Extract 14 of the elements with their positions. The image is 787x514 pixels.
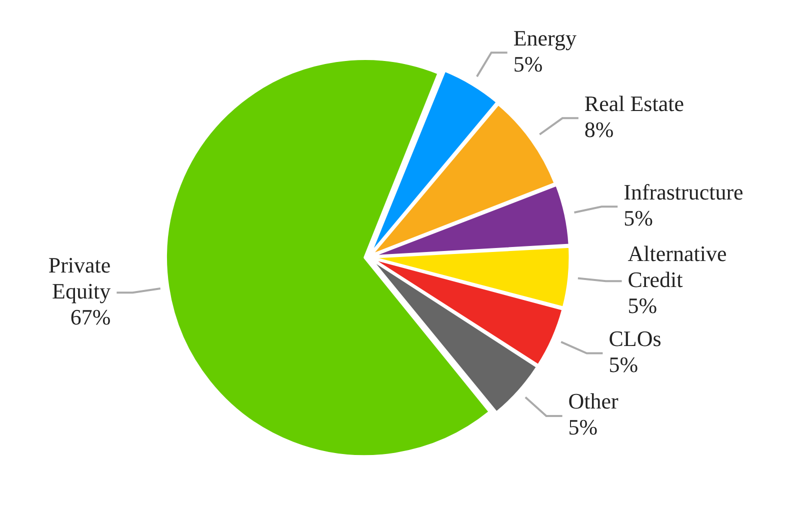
slice-label: Other	[568, 388, 620, 414]
slice-label: Infrastructure	[624, 179, 744, 204]
slice-label: Alternative Credit	[628, 240, 727, 292]
slice-label: Energy	[513, 25, 576, 50]
data-label: 5%	[608, 352, 638, 378]
slice-label: Real Estate	[584, 90, 684, 116]
slice-label: Private Equity	[48, 252, 111, 304]
data-label: 67%	[70, 304, 111, 330]
data-label: 5%	[513, 51, 543, 76]
data-label: 5%	[628, 292, 658, 318]
data-label: 5%	[568, 414, 598, 440]
data-label: 5%	[624, 205, 653, 230]
data-label: 8%	[584, 116, 614, 142]
slice-label: CLOs	[608, 326, 662, 352]
